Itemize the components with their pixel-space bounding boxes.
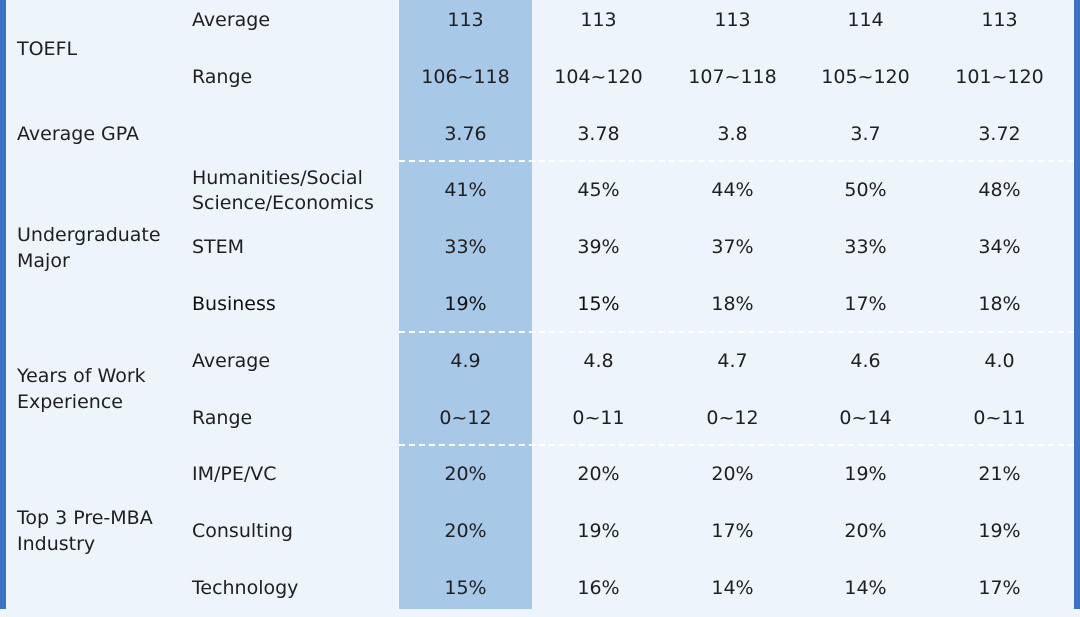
value-cell: 113 [447, 9, 484, 32]
value-cell: 14% [711, 577, 754, 600]
table-row-consulting: Consulting 20% 19% 17% 20% 19% [6, 503, 1074, 560]
value-cell: 50% [844, 179, 887, 202]
value-cell: 19% [844, 463, 887, 486]
value-cell: 20% [577, 463, 620, 486]
value-cell: 33% [844, 236, 887, 259]
value-cell: 20% [711, 463, 754, 486]
value-cell: 113 [580, 9, 617, 32]
row-label [192, 106, 402, 163]
table-row-technology: Technology 15% 16% 14% 14% 17% [6, 560, 1074, 617]
value-cell: 3.72 [978, 123, 1021, 146]
value-cell: 4.8 [583, 350, 614, 373]
value-cell: 33% [444, 236, 487, 259]
row-label: Average [192, 350, 271, 373]
value-cell: 48% [978, 179, 1021, 202]
value-cell: 17% [844, 293, 887, 316]
category-top-3-pre-mba-industry: Top 3 Pre-MBA Industry [17, 507, 153, 555]
row-label: Business [192, 293, 276, 316]
value-cell: 37% [711, 236, 754, 259]
row-label: Humanities/Social Science/Economics [192, 166, 374, 214]
table-row-business: Business 19% 15% 18% 17% 18% [6, 276, 1074, 333]
value-cell: 3.76 [444, 123, 487, 146]
row-label: IM/PE/VC [192, 463, 277, 486]
value-cell: 107~118 [688, 66, 777, 89]
row-divider [399, 331, 1074, 333]
value-cell: 21% [978, 463, 1021, 486]
value-cell: 17% [711, 520, 754, 543]
row-label: STEM [192, 236, 245, 259]
category-years-of-work-experience: Years of Work Experience [17, 365, 146, 413]
row-label: Technology [192, 577, 299, 600]
value-cell: 114 [847, 9, 884, 32]
value-cell: 4.6 [850, 350, 881, 373]
row-label: Range [192, 66, 253, 89]
value-cell: 19% [577, 520, 620, 543]
value-cell: 16% [577, 577, 620, 600]
table-row-toefl-range: Range 106~118 104~120 107~118 105~120 10… [6, 49, 1074, 106]
value-cell: 101~120 [955, 66, 1044, 89]
category-average-gpa: Average GPA [17, 123, 140, 146]
value-cell: 113 [714, 9, 751, 32]
table-row-humanities: Humanities/Social Science/Economics 41% … [6, 162, 1074, 219]
value-cell: 18% [711, 293, 754, 316]
category-undergraduate-major: Undergraduate Major [17, 224, 161, 272]
value-cell: 45% [577, 179, 620, 202]
table-row-work-average: Average 4.9 4.8 4.7 4.6 4.0 [6, 333, 1074, 390]
table-row-work-range: Range 0~12 0~11 0~12 0~14 0~11 [6, 390, 1074, 447]
value-cell: 19% [444, 293, 487, 316]
row-label: Range [192, 407, 253, 430]
table-row-im-pe-vc: IM/PE/VC 20% 20% 20% 19% 21% [6, 446, 1074, 503]
value-cell: 41% [444, 179, 487, 202]
value-cell: 106~118 [421, 66, 510, 89]
value-cell: 4.7 [717, 350, 748, 373]
value-cell: 0~11 [973, 407, 1026, 430]
value-cell: 3.8 [717, 123, 748, 146]
row-label: Average [192, 9, 271, 32]
value-cell: 105~120 [821, 66, 910, 89]
value-cell: 4.0 [984, 350, 1015, 373]
value-cell: 14% [844, 577, 887, 600]
value-cell: 20% [444, 520, 487, 543]
value-cell: 104~120 [554, 66, 643, 89]
row-divider [399, 160, 1074, 162]
table-row-toefl-average: Average 113 113 113 114 113 [6, 0, 1074, 49]
category-toefl: TOEFL [17, 37, 78, 60]
table-row-average-gpa: Average GPA 3.76 3.78 3.8 3.7 3.72 [6, 106, 1074, 163]
table-row-stem: STEM 33% 39% 37% 33% 34% [6, 219, 1074, 276]
row-label: Consulting [192, 520, 293, 543]
value-cell: 0~11 [572, 407, 625, 430]
value-cell: 0~14 [839, 407, 892, 430]
highlighted-column [399, 0, 532, 609]
value-cell: 17% [978, 577, 1021, 600]
value-cell: 0~12 [439, 407, 492, 430]
row-divider [399, 444, 1074, 446]
value-cell: 113 [981, 9, 1018, 32]
value-cell: 39% [577, 236, 620, 259]
value-cell: 44% [711, 179, 754, 202]
value-cell: 0~12 [706, 407, 759, 430]
value-cell: 19% [978, 520, 1021, 543]
value-cell: 20% [444, 463, 487, 486]
value-cell: 4.9 [450, 350, 481, 373]
value-cell: 18% [978, 293, 1021, 316]
value-cell: 3.78 [577, 123, 620, 146]
value-cell: 3.7 [850, 123, 881, 146]
value-cell: 15% [444, 577, 487, 600]
value-cell: 34% [978, 236, 1021, 259]
value-cell: 20% [844, 520, 887, 543]
value-cell: 15% [577, 293, 620, 316]
